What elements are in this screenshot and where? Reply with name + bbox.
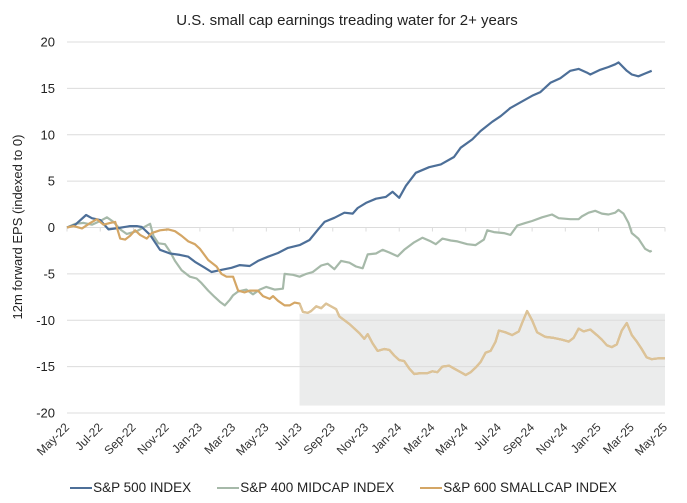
series-sp600-smallcap-shaded-segment: [298, 302, 665, 377]
x-tick-label: Nov-22: [135, 420, 172, 457]
y-tick-label: -15: [36, 359, 55, 374]
chart-title: U.S. small cap earnings treading water f…: [176, 12, 517, 29]
legend-label-sp600: S&P 600 SMALLCAP INDEX: [443, 480, 617, 495]
y-tick-label: -20: [36, 406, 55, 421]
x-tick-label: May-22: [34, 420, 72, 458]
x-tick-label: Jan-23: [169, 420, 205, 456]
y-tick-label: 0: [48, 220, 55, 235]
x-tick-label: Sep-22: [101, 420, 138, 457]
legend-item-sp500: S&P 500 INDEX: [70, 480, 191, 495]
x-tick-label: Sep-24: [500, 420, 537, 457]
legend-item-sp400: S&P 400 MIDCAP INDEX: [217, 480, 394, 495]
x-tick-label: Mar-23: [201, 420, 238, 457]
y-tick-label: 10: [41, 127, 55, 142]
x-tick-label: Mar-25: [600, 420, 637, 457]
series-sp400-midcap: [66, 208, 653, 307]
y-tick-label: -10: [36, 313, 55, 328]
x-tick-label: Sep-23: [301, 420, 338, 457]
x-tick-label: Jan-24: [368, 420, 404, 456]
legend-swatch-sp400: [217, 486, 240, 489]
y-tick-label: 15: [41, 81, 55, 96]
x-tick-label: Jan-25: [568, 420, 604, 456]
x-tick-label: Nov-23: [334, 420, 371, 457]
y-tick-label: 5: [48, 174, 55, 189]
x-tick-label: May-24: [433, 420, 471, 458]
legend-item-sp600: S&P 600 SMALLCAP INDEX: [420, 480, 617, 495]
y-tick-label: -5: [43, 266, 55, 281]
x-tick-label: Mar-24: [401, 420, 438, 457]
legend-label-sp400: S&P 400 MIDCAP INDEX: [240, 480, 395, 495]
y-tick-label: 20: [41, 35, 55, 50]
x-tick-label: May-25: [632, 420, 670, 458]
legend: S&P 500 INDEX S&P 400 MIDCAP INDEX S&P 6…: [0, 480, 687, 495]
legend-swatch-sp600: [420, 486, 443, 489]
series-sp500: [66, 61, 653, 274]
legend-label-sp500: S&P 500 INDEX: [93, 480, 192, 495]
x-tick-label: Nov-24: [533, 420, 570, 457]
y-axis-label: 12m forward EPS (indexed to 0): [10, 135, 25, 320]
x-tick-label: May-23: [233, 420, 271, 458]
legend-swatch-sp500: [70, 486, 93, 489]
